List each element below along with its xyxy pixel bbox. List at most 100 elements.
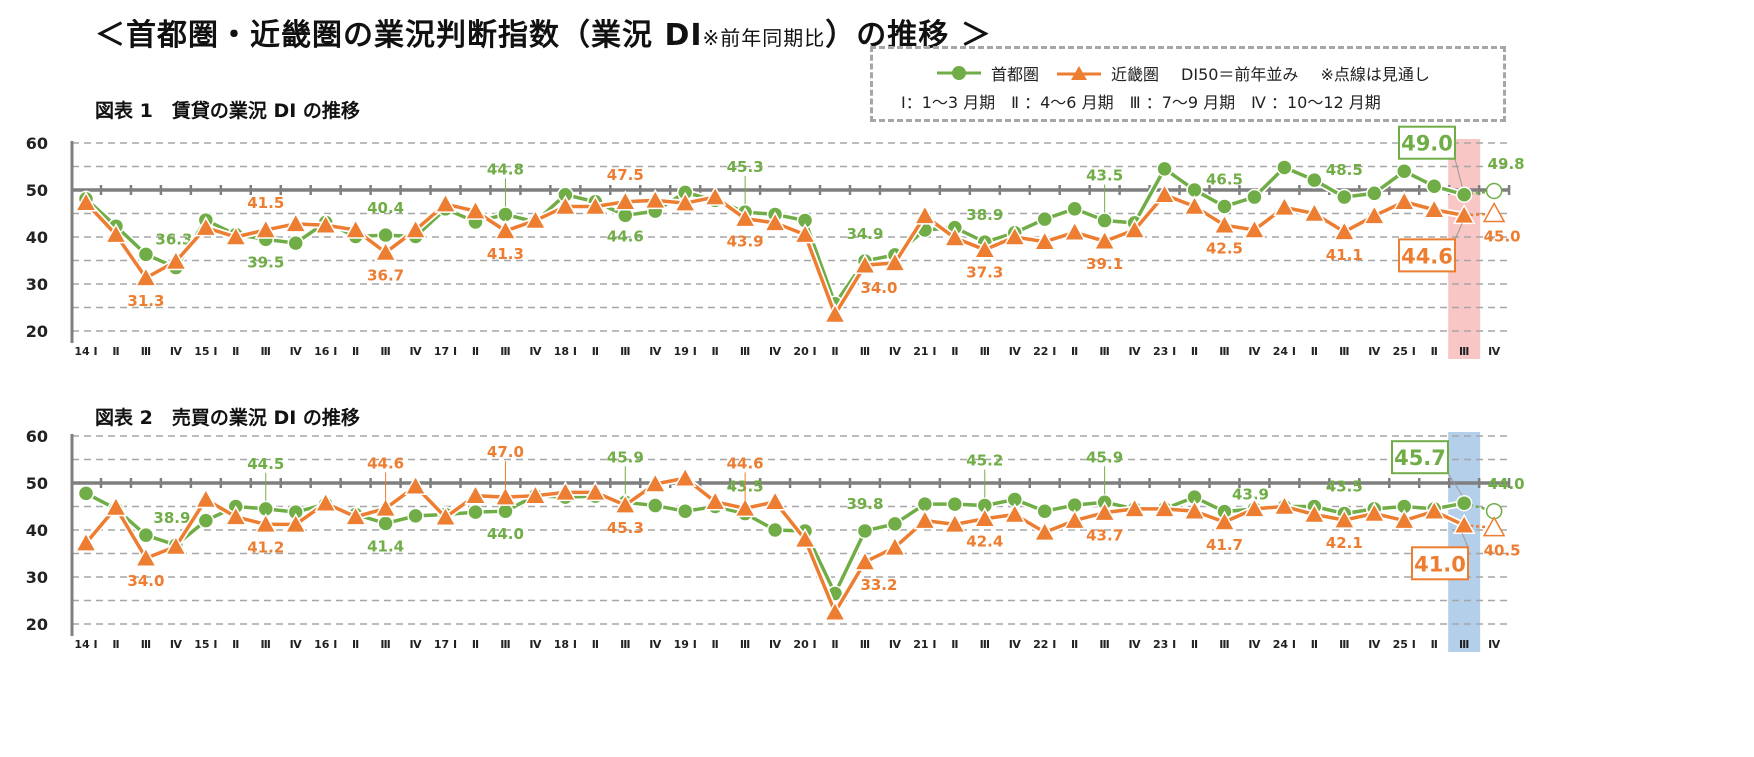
data-label: 40.5 bbox=[1484, 542, 1521, 560]
data-label: 43.9 bbox=[1232, 486, 1269, 504]
data-point bbox=[1216, 198, 1233, 215]
data-point bbox=[763, 211, 787, 232]
data-point bbox=[134, 546, 158, 567]
data-point bbox=[1156, 160, 1173, 178]
x-tick-label: Ⅲ bbox=[1459, 638, 1469, 651]
data-point bbox=[1482, 201, 1506, 223]
boxed-label-frame bbox=[1411, 546, 1469, 581]
data-label: 44.8 bbox=[487, 160, 524, 178]
data-point bbox=[1425, 177, 1443, 195]
data-point bbox=[1363, 204, 1386, 225]
chart1-title: 図表 1 賃貸の業況 DI の推移 bbox=[95, 100, 360, 122]
legend-note-di50: DI50＝前年並み bbox=[1181, 65, 1299, 84]
y-tick-label: 30 bbox=[26, 275, 48, 294]
data-point bbox=[793, 527, 817, 549]
data-point bbox=[1093, 229, 1116, 250]
data-point bbox=[733, 207, 757, 228]
data-point bbox=[74, 191, 98, 212]
x-tick-label: Ⅳ bbox=[1129, 345, 1142, 358]
data-point bbox=[104, 223, 128, 244]
data-label: 44.6 bbox=[727, 454, 764, 472]
data-point bbox=[1246, 188, 1263, 206]
data-point bbox=[584, 194, 607, 216]
x-tick-label: Ⅳ bbox=[1248, 638, 1261, 651]
boxed-data-label: 41.0 bbox=[1414, 552, 1466, 576]
y-tick-label: 50 bbox=[26, 474, 48, 493]
x-tick-label: 22 Ⅰ bbox=[1033, 638, 1056, 651]
data-point bbox=[494, 219, 517, 240]
data-point bbox=[1455, 494, 1473, 512]
data-point bbox=[1183, 499, 1206, 520]
data-label: 42.1 bbox=[1326, 534, 1363, 552]
x-tick-label: Ⅳ bbox=[1368, 345, 1381, 358]
x-tick-label: 19 Ⅰ bbox=[674, 638, 697, 651]
x-tick-label: Ⅳ bbox=[889, 345, 902, 358]
x-tick-label: 20 Ⅰ bbox=[793, 345, 816, 358]
x-tick-label: 14 Ⅰ bbox=[74, 638, 97, 651]
data-label: 41.1 bbox=[1326, 246, 1363, 264]
data-point bbox=[1395, 162, 1413, 180]
x-tick-label: Ⅱ bbox=[951, 638, 958, 651]
x-tick-label: Ⅳ bbox=[1009, 345, 1022, 358]
x-tick-label: Ⅲ bbox=[620, 345, 630, 358]
y-tick-label: 20 bbox=[26, 615, 48, 634]
data-point bbox=[284, 512, 307, 534]
x-tick-label: Ⅳ bbox=[529, 345, 542, 358]
y-tick-label: 40 bbox=[26, 521, 48, 540]
data-point bbox=[1063, 509, 1086, 530]
data-point bbox=[344, 505, 367, 526]
data-point bbox=[314, 213, 337, 234]
data-point bbox=[643, 472, 667, 493]
x-tick-label: 24 Ⅰ bbox=[1273, 345, 1296, 358]
data-point bbox=[74, 531, 98, 552]
data-point bbox=[766, 521, 784, 539]
data-point bbox=[1153, 183, 1176, 204]
data-point bbox=[1063, 220, 1086, 242]
x-tick-label: Ⅱ bbox=[951, 345, 958, 358]
data-label: 41.3 bbox=[487, 245, 524, 263]
data-label: 44.5 bbox=[247, 455, 284, 473]
data-point bbox=[1422, 198, 1446, 219]
x-tick-label: Ⅲ bbox=[1459, 345, 1469, 358]
data-point bbox=[943, 512, 967, 534]
data-label: 44.6 bbox=[607, 227, 644, 245]
data-point bbox=[164, 534, 188, 556]
data-point bbox=[1392, 509, 1416, 530]
x-tick-label: Ⅳ bbox=[290, 638, 303, 651]
data-point bbox=[434, 505, 457, 527]
x-tick-label: Ⅱ bbox=[352, 638, 359, 651]
x-tick-label: Ⅲ bbox=[1339, 638, 1349, 651]
data-point bbox=[913, 509, 937, 530]
data-point bbox=[1482, 516, 1506, 537]
data-point bbox=[1033, 520, 1056, 542]
data-point bbox=[77, 485, 95, 502]
data-label: 43.5 bbox=[1086, 167, 1123, 185]
x-tick-label: Ⅲ bbox=[261, 638, 271, 651]
data-label: 42.5 bbox=[1206, 239, 1243, 257]
data-point bbox=[913, 204, 937, 225]
data-point bbox=[883, 535, 907, 557]
data-label: 38.9 bbox=[153, 509, 190, 527]
data-point bbox=[404, 218, 427, 239]
data-point bbox=[853, 550, 877, 571]
boxed-data-label: 45.7 bbox=[1394, 446, 1446, 470]
data-point bbox=[853, 253, 877, 274]
y-tick-label: 40 bbox=[26, 228, 48, 247]
data-label: 36.7 bbox=[367, 267, 404, 285]
data-point bbox=[137, 526, 155, 544]
x-tick-label: Ⅲ bbox=[980, 638, 990, 651]
x-tick-label: Ⅱ bbox=[1191, 638, 1198, 651]
data-label: 41.5 bbox=[247, 194, 284, 212]
data-point bbox=[1036, 210, 1053, 228]
data-point bbox=[407, 507, 424, 525]
x-tick-label: Ⅲ bbox=[740, 638, 750, 651]
data-label: 34.0 bbox=[127, 572, 164, 590]
data-label: 39.1 bbox=[1086, 255, 1123, 273]
x-tick-label: Ⅲ bbox=[1219, 638, 1229, 651]
x-tick-label: Ⅱ bbox=[232, 345, 239, 358]
data-point bbox=[164, 249, 188, 271]
boxed-data-label: 44.6 bbox=[1401, 244, 1453, 268]
data-label: 31.3 bbox=[127, 292, 164, 310]
x-tick-label: Ⅳ bbox=[1248, 345, 1261, 358]
